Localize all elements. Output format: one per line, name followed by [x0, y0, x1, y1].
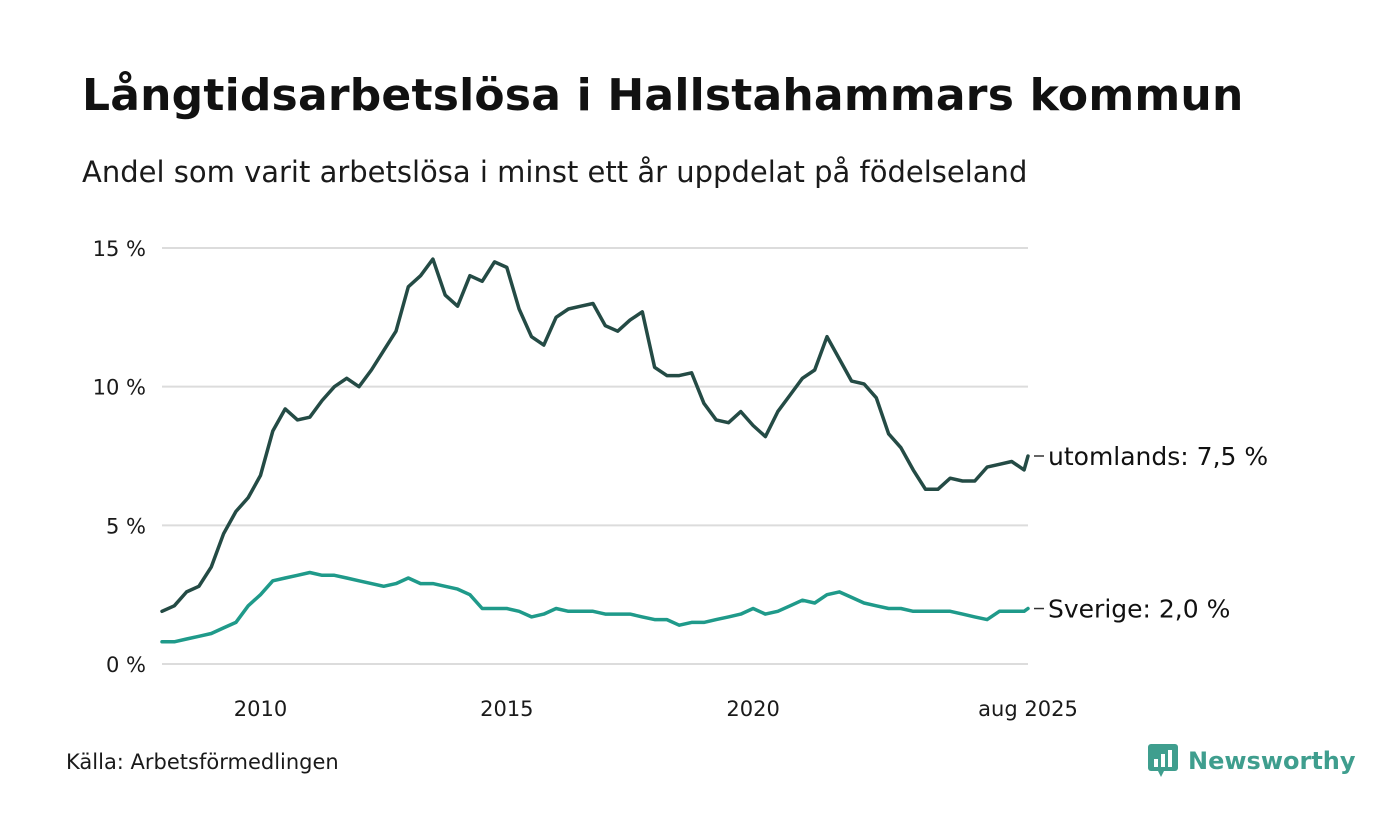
chart-subtitle: Andel som varit arbetslösa i minst ett å… — [82, 155, 1028, 189]
newsworthy-logo-icon — [1148, 744, 1178, 777]
grid-lines — [162, 247, 1028, 665]
y-tick-label: 0 % — [106, 653, 146, 677]
end-label-utomlands: utomlands: 7,5 % — [1048, 442, 1268, 471]
series-end-labels: utomlands: 7,5 % Sverige: 2,0 % — [1034, 442, 1268, 624]
chart-title: Långtidsarbetslösa i Hallstahammars komm… — [82, 70, 1244, 121]
end-label-sverige: Sverige: 2,0 % — [1048, 595, 1230, 624]
source-note: Källa: Arbetsförmedlingen — [66, 750, 339, 774]
y-tick-label: 5 % — [106, 514, 146, 538]
x-tick-label: aug 2025 — [978, 697, 1078, 721]
x-tick-label: 2015 — [480, 697, 533, 721]
series-line-sverige — [160, 570, 1030, 644]
y-tick-label: 15 % — [93, 237, 146, 261]
x-tick-label: 2020 — [726, 697, 779, 721]
y-tick-label: 10 % — [93, 376, 146, 400]
brand-logo: Newsworthy — [1148, 744, 1356, 778]
series-lines — [160, 257, 1030, 644]
line-chart: 0 % 5 % 10 % 15 % 2010 2015 2020 aug 2025 utom… — [93, 237, 1269, 721]
x-axis-ticks: 2010 2015 2020 aug 2025 — [234, 697, 1078, 721]
brand-name: Newsworthy — [1188, 747, 1356, 775]
y-axis-ticks: 0 % 5 % 10 % 15 % — [93, 237, 146, 677]
series-line-utomlands — [160, 257, 1030, 614]
x-tick-label: 2010 — [234, 697, 287, 721]
